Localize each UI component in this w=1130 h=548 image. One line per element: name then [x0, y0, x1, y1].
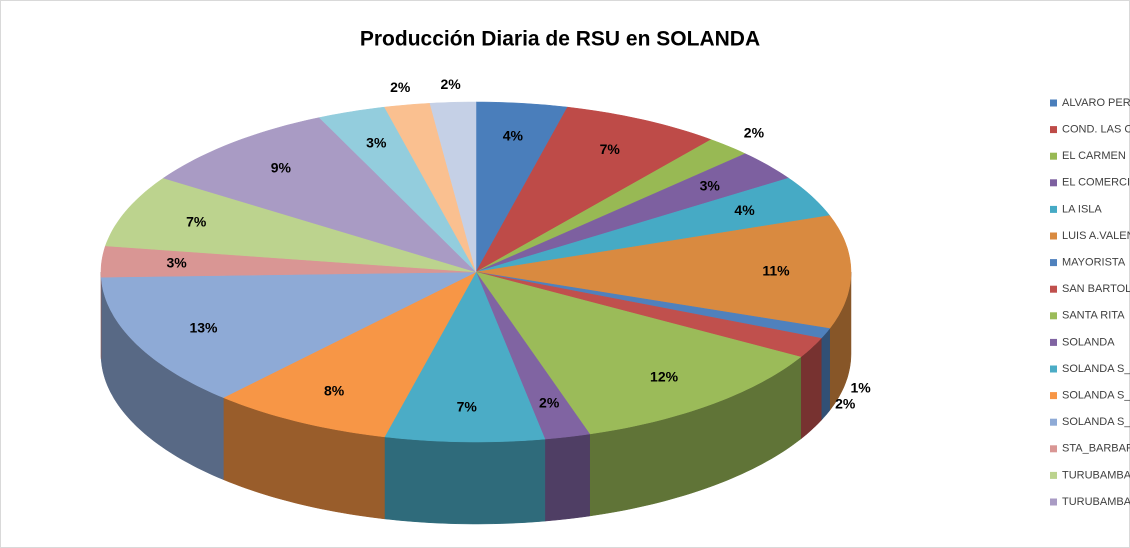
value-label: 2%	[539, 395, 560, 411]
value-label: 2%	[835, 395, 856, 411]
legend-label: STA_BARBARA BAJA	[1062, 443, 1130, 455]
legend-swatch	[1050, 126, 1057, 134]
legend-label: SOLANDA S_ 3	[1062, 390, 1130, 402]
value-label: 2%	[744, 125, 765, 141]
legend-swatch	[1050, 259, 1057, 267]
slice	[475, 139, 746, 273]
slice	[475, 271, 591, 440]
legend-swatch	[1050, 392, 1057, 400]
slice	[318, 106, 477, 273]
legend-label: LUIS A.VALENCIA	[1062, 230, 1130, 242]
value-label: 2%	[390, 79, 411, 95]
value-label: 4%	[503, 128, 524, 144]
slice	[100, 271, 477, 398]
legend-label: MAYORISTA	[1062, 257, 1126, 269]
legend-label: COND. LAS CUADRA	[1062, 124, 1130, 136]
legend-label: SOLANDA S_1	[1062, 363, 1130, 375]
value-label: 7%	[186, 214, 207, 230]
legend-swatch	[1050, 205, 1057, 213]
slice	[105, 177, 477, 273]
legend-swatch	[1050, 445, 1057, 453]
slice	[384, 103, 477, 273]
legend-label: EL CARMEN	[1062, 150, 1126, 162]
slice	[475, 215, 852, 329]
legend-swatch	[1050, 179, 1057, 187]
legend-swatch	[1050, 232, 1057, 240]
value-label: 3%	[366, 134, 387, 150]
legend-label: SOLANDA	[1062, 336, 1115, 348]
slice	[475, 153, 790, 273]
slice	[475, 106, 712, 273]
slice	[100, 245, 477, 278]
value-label: 11%	[762, 263, 790, 279]
legend-swatch	[1050, 285, 1057, 293]
value-label: 3%	[700, 177, 721, 193]
value-label: 13%	[189, 320, 218, 336]
legend-label: ALVARO PEREZ IND	[1062, 97, 1130, 109]
chart-title: Producción Diaria de RSU en SOLANDA	[360, 28, 760, 51]
slice-side	[544, 433, 590, 522]
value-label: 1%	[851, 379, 872, 395]
legend-label: SANTA RITA	[1062, 310, 1125, 322]
legend-label: SAN BARTOLO	[1062, 283, 1130, 295]
legend-label: TURUBAMBA BAJO	[1062, 496, 1130, 508]
legend-swatch	[1050, 152, 1057, 160]
value-label: 7%	[457, 399, 478, 415]
value-label: 7%	[600, 141, 621, 157]
legend-label: EL COMERCIO	[1062, 177, 1130, 189]
value-label: 2%	[440, 76, 461, 92]
legend-swatch	[1050, 99, 1057, 107]
slice	[475, 101, 568, 273]
legend-label: LA ISLA	[1062, 203, 1102, 215]
legend-swatch	[1050, 338, 1057, 346]
slice	[222, 271, 477, 438]
slice	[475, 271, 822, 358]
slice-side	[821, 327, 830, 421]
value-label: 3%	[166, 254, 187, 270]
legend-label: TURUBAMBA ALTO	[1062, 469, 1130, 481]
legend-swatch	[1050, 418, 1057, 426]
slice	[429, 101, 477, 273]
value-label: 4%	[734, 202, 755, 218]
legend-swatch	[1050, 312, 1057, 320]
value-label: 8%	[324, 383, 345, 399]
legend-swatch	[1050, 498, 1057, 506]
legend-swatch	[1050, 365, 1057, 373]
slice	[475, 271, 802, 435]
legend-label: SOLANDA S_4	[1062, 416, 1130, 428]
value-label: 12%	[650, 369, 679, 385]
slice	[162, 117, 477, 273]
slice	[475, 177, 831, 273]
legend-swatch	[1050, 471, 1057, 479]
slice-side	[384, 436, 546, 525]
slice	[384, 271, 546, 443]
value-label: 9%	[271, 159, 292, 175]
